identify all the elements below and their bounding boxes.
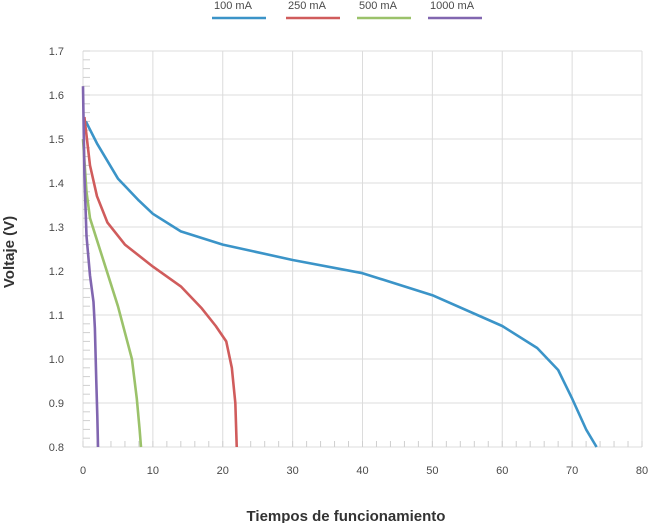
y-tick-label: 0.8 <box>49 442 64 454</box>
y-axis-title: Voltaje (V) <box>1 216 18 288</box>
x-tick-label: 0 <box>80 465 86 477</box>
y-tick-label: 1.3 <box>49 222 64 234</box>
axes: 0.8 0.9 1.0 1.1 1.2 1.3 1.4 1.5 1.6 1.7 0 10 20 30 40 5… <box>49 46 648 477</box>
y-tick-label: 1.7 <box>49 46 64 58</box>
legend-label: 250 mA <box>288 0 327 12</box>
series-line-4 <box>81 86 100 448</box>
y-tick-label: 1.2 <box>49 266 64 278</box>
y-tick-label: 1.6 <box>49 90 64 102</box>
x-tick-label: 10 <box>147 465 159 477</box>
x-tick-label: 80 <box>636 465 648 477</box>
series-line-1 <box>84 120 598 448</box>
y-tick-label: 1.0 <box>49 354 64 366</box>
series-line-2 <box>83 116 239 448</box>
legend-label: 500 mA <box>359 0 398 12</box>
x-tick-label: 40 <box>356 465 368 477</box>
series-line-3 <box>81 138 143 448</box>
x-tick-label: 60 <box>496 465 508 477</box>
y-tick-label: 0.9 <box>49 398 64 410</box>
y-tick-label: 1.5 <box>49 134 64 146</box>
x-tick-label: 20 <box>217 465 229 477</box>
series-lines <box>81 86 598 448</box>
x-tick-label: 30 <box>287 465 299 477</box>
x-tick-label: 50 <box>426 465 438 477</box>
legend: 100 mA 250 mA 500 mA 1000 mA <box>212 0 482 20</box>
legend-label: 100 mA <box>214 0 253 12</box>
x-tick-label: 70 <box>566 465 578 477</box>
grid <box>82 50 643 448</box>
y-tick-label: 1.1 <box>49 310 64 322</box>
x-axis-title: Tiempos de funcionamiento <box>247 508 446 523</box>
legend-label: 1000 mA <box>430 0 475 12</box>
y-tick-label: 1.4 <box>49 178 64 190</box>
